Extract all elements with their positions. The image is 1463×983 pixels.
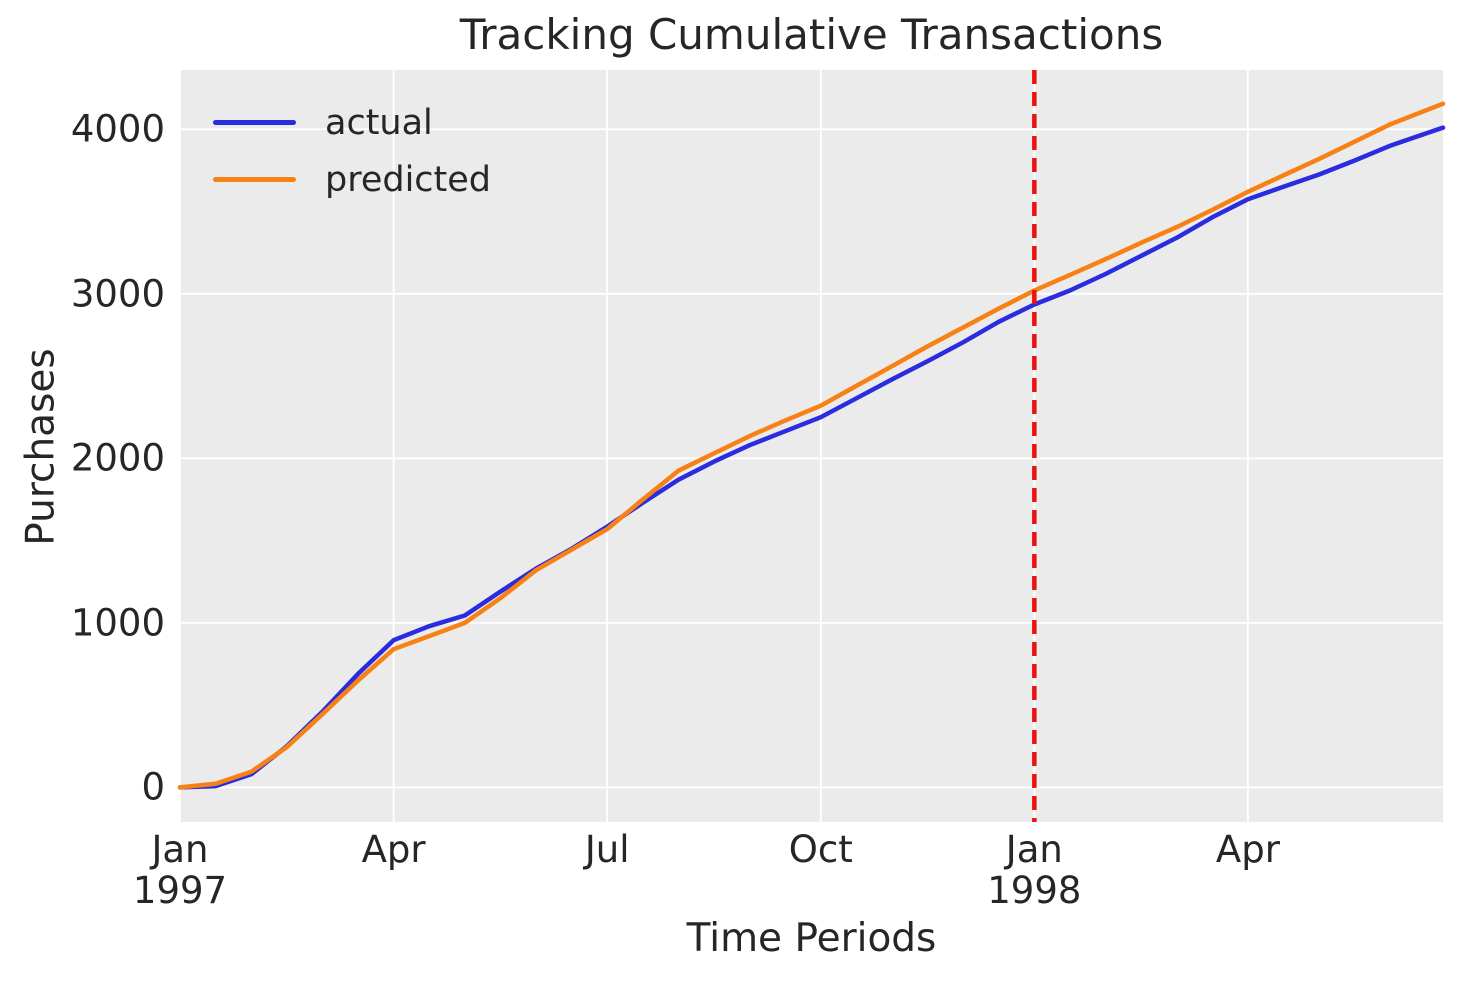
x-tick-oct-1997: Oct [789,829,853,870]
predicted-line-swatch [213,177,296,182]
x-tick-apr-1998: Apr [1216,829,1280,870]
y-tick-2000: 2000 [70,436,165,480]
x-tick-month: Jan [151,828,209,871]
x-tick-month: Jul [584,828,630,871]
series-line-predicted [177,101,1446,790]
x-tick-month: Apr [1215,828,1280,871]
y-tick-3000: 3000 [70,272,165,316]
x-tick-month: Apr [361,828,426,871]
legend-label-actual: actual [325,102,433,143]
x-tick-apr-1997: Apr [362,829,426,870]
series-line-actual [177,125,1446,790]
y-axis-label: Purchases [18,348,64,546]
actual-line-swatch [213,120,296,125]
plot-area [180,70,1443,822]
x-axis-label: Time Periods [686,916,937,961]
legend-item-actual: actual [213,94,491,151]
x-tick-jan-1998: Jan 1998 [987,829,1081,911]
x-tick-jul-1997: Jul [585,829,630,870]
x-tick-jan-1997: Jan 1997 [133,829,227,911]
y-tick-0: 0 [141,765,165,809]
legend-item-predicted: predicted [213,151,491,208]
y-tick-4000: 4000 [70,107,165,151]
x-tick-year: 1997 [132,869,228,912]
chart-title: Tracking Cumulative Transactions [459,10,1164,59]
legend: actual predicted [213,94,491,208]
x-tick-month: Oct [788,828,853,871]
y-tick-1000: 1000 [70,601,165,645]
x-tick-month: Jan [1005,828,1063,871]
x-tick-year: 1998 [987,869,1082,912]
legend-label-predicted: predicted [325,159,492,200]
